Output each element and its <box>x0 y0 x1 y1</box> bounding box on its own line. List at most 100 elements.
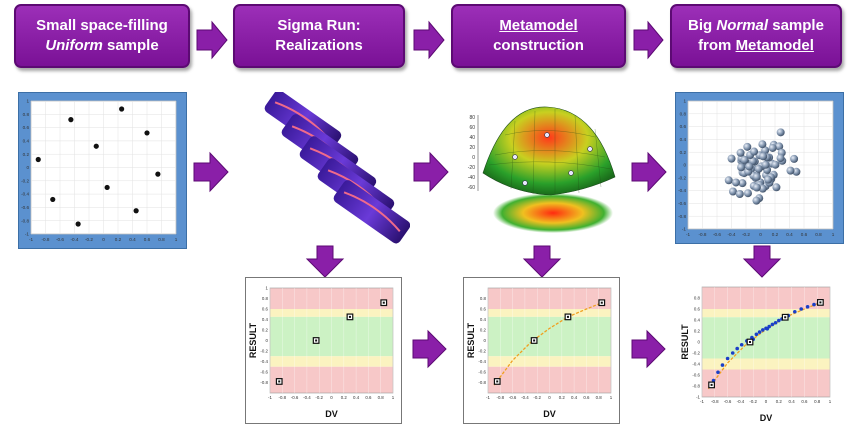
x-tick-label: 0.6 <box>365 395 372 400</box>
y-tick-label: -0.8 <box>21 218 29 223</box>
dense-sample-point <box>757 330 762 334</box>
result-chart-2: -1 -0.8 -0.6 -0.4 -0.2 0 0.2 0.4 0.6 0.8 1 0.8 0.6 0.… <box>466 287 613 419</box>
result-chart-2-frame: -1 -0.8 -0.6 -0.4 -0.2 0 0.2 0.4 0.6 0.8 1 0.8 0.6 0.… <box>463 277 620 424</box>
sample-point <box>75 221 81 227</box>
result-point-center <box>819 301 822 304</box>
x-tick-label: -0.2 <box>742 232 750 237</box>
x-tick-label: 0 <box>330 395 333 400</box>
normal-sample-point <box>771 160 780 169</box>
y-tick-label: 0.6 <box>262 307 269 312</box>
step-1-line-1: Small space-filling <box>36 17 168 34</box>
sample-point <box>50 196 56 203</box>
x-tick-label: 0 <box>102 237 105 242</box>
x-tick-label: -0.8 <box>42 237 50 242</box>
x-tick-label: -0.4 <box>737 399 745 404</box>
x-tick-label: 0.4 <box>129 237 136 242</box>
normal-sample-point <box>776 154 785 163</box>
y-tick-label: -0.2 <box>678 175 686 180</box>
y-tick-label: 0.8 <box>680 111 687 116</box>
y-tick-label: 0.8 <box>694 296 701 301</box>
y-tick-label: -0.8 <box>678 214 686 219</box>
x-tick-label: -0.4 <box>71 237 79 242</box>
x-tick-label: -0.8 <box>699 232 707 237</box>
y-tick-label: 0.8 <box>480 296 487 301</box>
x-tick-label: 0.6 <box>144 237 151 242</box>
sample-point <box>133 208 139 214</box>
x-tick-label: -0.8 <box>279 395 287 400</box>
normal-sample-point <box>737 163 746 172</box>
x-tick-label: 0.6 <box>801 232 808 237</box>
y-tick-label: 1 <box>266 286 269 291</box>
y-tick-label: 0.2 <box>480 328 487 333</box>
y-tick-label: 0 <box>683 163 686 168</box>
normal-sample-point <box>752 196 761 205</box>
x-tick-label: -0.6 <box>724 399 732 404</box>
y-tick-label: -0.8 <box>692 384 700 389</box>
contour-floor <box>493 193 613 233</box>
x-tick-label: 0.4 <box>353 395 360 400</box>
step-4-line-1-post: sample <box>768 17 824 34</box>
y-tick-label: 0 <box>266 338 269 343</box>
y-tick-label: 0.4 <box>480 317 487 322</box>
result-point-center <box>749 341 751 343</box>
metamodel-tick-label: 20 <box>469 145 475 151</box>
y-axis-label: RESULT <box>248 322 258 358</box>
dense-sample-point <box>770 322 775 327</box>
y-tick-label: 0 <box>484 338 487 343</box>
y-tick-label: 0.2 <box>23 152 30 157</box>
fit-curve <box>493 300 606 386</box>
y-tick-label: -1 <box>696 395 700 400</box>
x-axis-label: DV <box>325 409 338 419</box>
x-tick-label: -0.6 <box>713 232 721 237</box>
y-tick-label: 0.6 <box>680 124 687 129</box>
step-2-line-1: Sigma Run: <box>277 17 361 34</box>
x-tick-label: 0 <box>765 399 768 404</box>
normal-sample-panel: -1 -0.8 -0.6 -0.4 -0.2 0 0.2 0.4 0.6 0.8 1 1 0.8 0.6 0… <box>675 92 844 244</box>
y-tick-label: 0 <box>26 165 29 170</box>
metamodel-tick-label: 80 <box>469 115 475 121</box>
arrow-mid-2 <box>413 151 449 193</box>
x-tick-label: -1 <box>686 232 691 237</box>
y-tick-label: -0.4 <box>260 359 268 364</box>
y-tick-label: 0.8 <box>262 296 269 301</box>
step-4-link-text: Metamodel <box>735 37 814 54</box>
x-tick-label: -0.8 <box>711 399 719 404</box>
x-tick-label: 0.8 <box>596 395 603 400</box>
metamodel-tick-label: -20 <box>468 165 475 171</box>
dense-sample-point <box>765 327 770 331</box>
sample-point <box>35 156 41 163</box>
dense-sample-point <box>793 309 797 314</box>
normal-sample-point <box>790 154 799 163</box>
step-2-line-2: Realizations <box>275 37 363 54</box>
y-tick-label: -0.6 <box>478 370 486 375</box>
x-tick-label: 0.2 <box>559 395 566 400</box>
normal-sample-point <box>775 142 784 151</box>
x-tick-label: -0.8 <box>497 395 505 400</box>
arrow-top-1 <box>196 20 228 60</box>
normal-sample-plot: -1 -0.8 -0.6 -0.4 -0.2 0 0.2 0.4 0.6 0.8 1 1 0.8 0.6 0… <box>678 99 835 237</box>
y-tick-label: -1 <box>682 227 687 232</box>
step-1-emphasis: Uniform <box>45 37 103 54</box>
metamodel-tick-label: 60 <box>469 125 475 131</box>
dense-sample-point <box>725 356 730 361</box>
x-tick-label: -1 <box>486 395 490 400</box>
y-tick-label: -0.6 <box>692 373 700 378</box>
arrow-mid-1 <box>193 151 229 193</box>
x-tick-label: 0 <box>759 232 762 237</box>
x-tick-label: 0.2 <box>341 395 348 400</box>
normal-sample-point <box>752 172 761 181</box>
x-tick-label: -1 <box>268 395 272 400</box>
result-chart-3-frame: -1 -0.8 -0.6 -0.4 -0.2 0 0.2 0.4 0.6 0.8 1 0.8 0.6 0.… <box>678 277 838 427</box>
y-tick-label: -0.4 <box>678 188 686 193</box>
x-tick-label: 0.2 <box>115 237 122 242</box>
normal-sample-point <box>768 143 777 152</box>
result-point-center <box>278 380 281 383</box>
y-tick-label: -0.8 <box>260 380 268 385</box>
x-tick-label: 0.8 <box>378 395 385 400</box>
y-tick-label: -0.4 <box>478 359 486 364</box>
y-tick-label: -0.2 <box>692 351 700 356</box>
y-tick-label: -0.6 <box>21 205 29 210</box>
metamodel-tick-label: -60 <box>468 185 475 191</box>
normal-sample-point <box>772 183 781 192</box>
y-tick-label: -0.2 <box>21 178 29 183</box>
